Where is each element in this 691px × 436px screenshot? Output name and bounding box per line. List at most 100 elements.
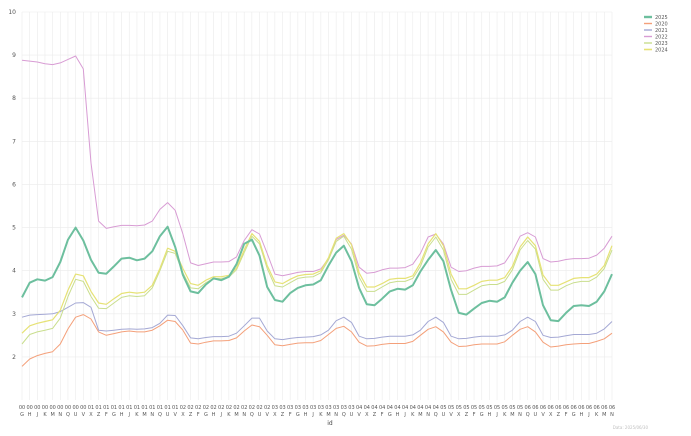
x-tick-label-top: 00	[80, 405, 86, 411]
x-tick-label-top: 03	[333, 405, 339, 411]
x-tick-label-bottom: X	[181, 412, 185, 418]
x-tick-label-top: 06	[586, 405, 592, 411]
x-tick-label-top: 05	[448, 405, 454, 411]
y-tick-label: 3	[12, 311, 16, 318]
x-tick-label-bottom: J	[403, 412, 405, 418]
x-tick-label-bottom: G	[204, 412, 208, 418]
x-tick-label-top: 00	[26, 405, 32, 411]
x-tick-label-bottom: M	[142, 412, 146, 418]
watermark-text: Data: 2025/06/30	[613, 425, 649, 430]
x-tick-label-top: 04	[364, 405, 370, 411]
x-tick-label-bottom: N	[518, 412, 522, 418]
x-tick-label-top: 05	[440, 405, 446, 411]
x-tick-label-bottom: G	[20, 412, 24, 418]
x-tick-label-bottom: M	[326, 412, 330, 418]
x-tick-label-top: 06	[532, 405, 538, 411]
x-tick-label-top: 04	[371, 405, 377, 411]
x-tick-label-bottom: V	[174, 412, 178, 418]
x-tick-label-bottom: U	[534, 412, 538, 418]
x-tick-label-bottom: Z	[465, 412, 469, 418]
x-tick-label-bottom: J	[587, 412, 589, 418]
x-tick-label-top: 03	[318, 405, 324, 411]
x-tick-label-bottom: H	[212, 412, 216, 418]
x-tick-label-top: 02	[218, 405, 224, 411]
y-tick-label: 8	[12, 95, 16, 102]
x-tick-label-bottom: Q	[526, 412, 530, 418]
x-tick-label-bottom: G	[296, 412, 300, 418]
x-tick-label-bottom: F	[381, 412, 384, 418]
y-tick-label: 5	[12, 225, 16, 232]
x-tick-label-top: 05	[479, 405, 485, 411]
x-tick-label-bottom: U	[350, 412, 354, 418]
y-tick-label: 10	[8, 9, 16, 16]
x-tick-label-bottom: N	[58, 412, 62, 418]
x-tick-label-top: 02	[203, 405, 209, 411]
x-tick-label-bottom: Q	[158, 412, 162, 418]
x-tick-label-bottom: V	[82, 412, 86, 418]
x-tick-label-top: 04	[425, 405, 431, 411]
x-tick-label-bottom: F	[565, 412, 568, 418]
x-tick-label-top: 03	[279, 405, 285, 411]
x-tick-label-top: 02	[195, 405, 201, 411]
x-tick-label-bottom: K	[227, 412, 231, 418]
x-tick-label-bottom: U	[442, 412, 446, 418]
x-tick-label-bottom: N	[242, 412, 246, 418]
x-tick-label-bottom: G	[112, 412, 116, 418]
x-tick-label-bottom: J	[219, 412, 221, 418]
x-tick-label-top: 03	[310, 405, 316, 411]
x-tick-label-top: 05	[486, 405, 492, 411]
y-axis-ticks: 2 3 4 5 6 7 8 9 10	[8, 9, 16, 361]
legend-label: 2021	[655, 28, 668, 34]
x-tick-label-bottom: K	[503, 412, 507, 418]
x-tick-label-bottom: H	[120, 412, 124, 418]
x-tick-label-top: 02	[233, 405, 239, 411]
x-tick-label-bottom: Q	[434, 412, 438, 418]
x-tick-label-bottom: K	[43, 412, 47, 418]
x-tick-label-bottom: K	[411, 412, 415, 418]
legend-label: 2025	[655, 15, 668, 21]
series-lines	[21, 55, 613, 367]
x-tick-label-top: 06	[601, 405, 607, 411]
x-tick-label-bottom: J	[495, 412, 497, 418]
x-tick-label-top: 04	[410, 405, 416, 411]
x-tick-label-top: 02	[264, 405, 270, 411]
x-tick-label-top: 06	[525, 405, 531, 411]
x-tick-label-top: 04	[417, 405, 423, 411]
x-tick-label-top: 05	[463, 405, 469, 411]
x-tick-label-bottom: X	[457, 412, 461, 418]
x-tick-label-top: 01	[111, 405, 117, 411]
y-tick-label: 4	[12, 268, 16, 275]
y-tick-label: 9	[12, 52, 16, 59]
x-tick-label-top: 01	[88, 405, 94, 411]
x-tick-label-bottom: Z	[557, 412, 561, 418]
x-tick-label-top: 05	[517, 405, 523, 411]
series-line-2023	[21, 235, 613, 345]
x-tick-label-top: 02	[187, 405, 193, 411]
x-tick-label-top: 06	[578, 405, 584, 411]
x-tick-label-top: 06	[593, 405, 599, 411]
x-tick-label-bottom: K	[595, 412, 599, 418]
x-tick-label-top: 06	[609, 405, 615, 411]
x-tick-label-bottom: Q	[342, 412, 346, 418]
series-line-2024	[21, 233, 613, 334]
x-tick-label-bottom: M	[50, 412, 54, 418]
x-tick-label-top: 02	[256, 405, 262, 411]
x-tick-label-top: 01	[103, 405, 109, 411]
x-tick-label-top: 01	[157, 405, 163, 411]
x-tick-label-bottom: V	[449, 412, 453, 418]
x-tick-label-top: 00	[49, 405, 55, 411]
series-line-2020	[21, 314, 613, 367]
x-tick-label-bottom: N	[610, 412, 614, 418]
x-tick-label-bottom: U	[74, 412, 78, 418]
series-line-2022	[21, 55, 613, 277]
x-tick-label-top: 04	[433, 405, 439, 411]
x-tick-label-top: 06	[563, 405, 569, 411]
y-tick-label: 2	[12, 354, 16, 361]
x-tick-label-bottom: H	[488, 412, 492, 418]
x-tick-label-top: 04	[379, 405, 385, 411]
x-tick-label-bottom: N	[426, 412, 430, 418]
x-tick-label-top: 02	[241, 405, 247, 411]
x-tick-label-bottom: U	[258, 412, 262, 418]
